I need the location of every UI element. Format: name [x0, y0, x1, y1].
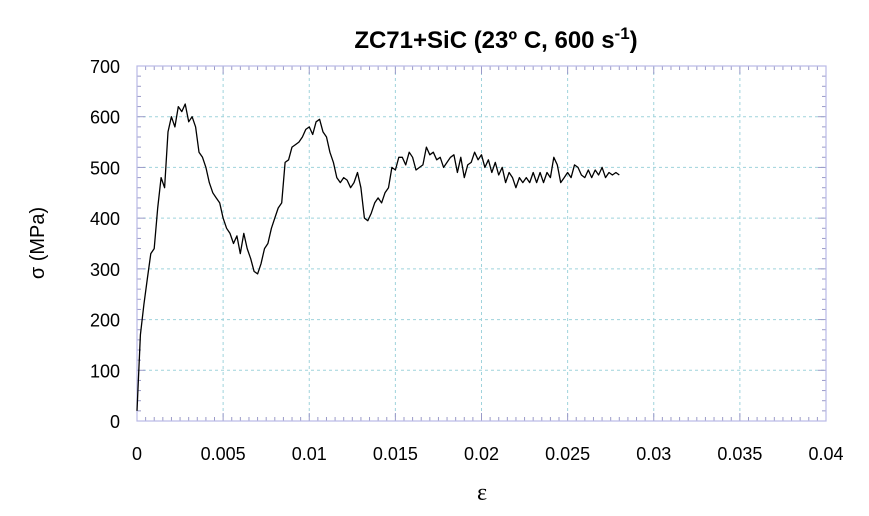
y-tick-label: 400	[90, 209, 120, 229]
x-tick-label: 0.035	[717, 444, 762, 464]
x-tick-label: 0.03	[636, 444, 671, 464]
axis-ticks	[136, 65, 827, 422]
chart-title-close: )	[630, 27, 638, 54]
x-tick-label: 0.005	[201, 444, 246, 464]
y-tick-labels: 0 100 200 300 400 500 600 700	[90, 57, 120, 432]
y-axis-label: σ (MPa)	[27, 207, 49, 279]
series-line	[136, 103, 620, 411]
chart-title-main: ZC71+SiC (23º C, 600 s	[354, 27, 614, 54]
chart-title: ZC71+SiC (23º C, 600 s-1)	[354, 24, 637, 54]
y-tick-label: 700	[90, 57, 120, 77]
y-tick-label: 300	[90, 260, 120, 280]
x-tick-labels: 0 0.005 0.01 0.015 0.02 0.025 0.03 0.035 0.04	[132, 444, 844, 464]
y-tick-label: 100	[90, 361, 120, 381]
plot-frame	[136, 65, 827, 422]
x-tick-label: 0.02	[464, 444, 499, 464]
grid-lines	[137, 66, 826, 421]
y-tick-label: 200	[90, 311, 120, 331]
y-tick-label: 0	[110, 412, 120, 432]
y-tick-label: 600	[90, 108, 120, 128]
x-tick-label: 0.015	[373, 444, 418, 464]
x-tick-label: 0	[132, 444, 142, 464]
y-tick-label: 500	[90, 158, 120, 178]
x-tick-label: 0.04	[808, 444, 843, 464]
chart-title-superscript: -1	[615, 24, 630, 43]
x-tick-label: 0.01	[292, 444, 327, 464]
x-axis-label: ε	[477, 480, 487, 506]
x-tick-label: 0.025	[545, 444, 590, 464]
